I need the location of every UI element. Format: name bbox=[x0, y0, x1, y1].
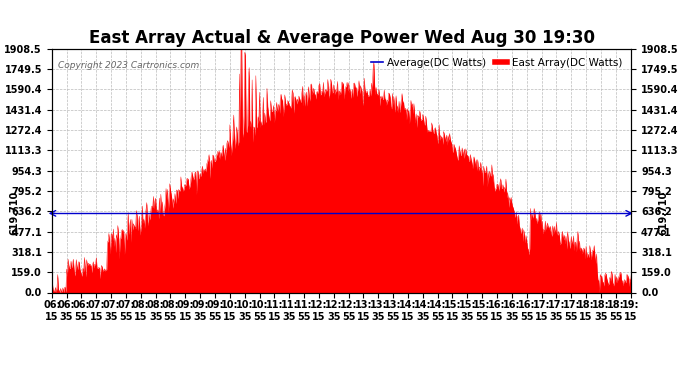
Text: 619.710: 619.710 bbox=[9, 191, 19, 236]
Text: Copyright 2023 Cartronics.com: Copyright 2023 Cartronics.com bbox=[57, 61, 199, 70]
Title: East Array Actual & Average Power Wed Aug 30 19:30: East Array Actual & Average Power Wed Au… bbox=[88, 29, 595, 47]
Text: 619.710: 619.710 bbox=[658, 191, 668, 236]
Legend: Average(DC Watts), East Array(DC Watts): Average(DC Watts), East Array(DC Watts) bbox=[366, 54, 626, 72]
